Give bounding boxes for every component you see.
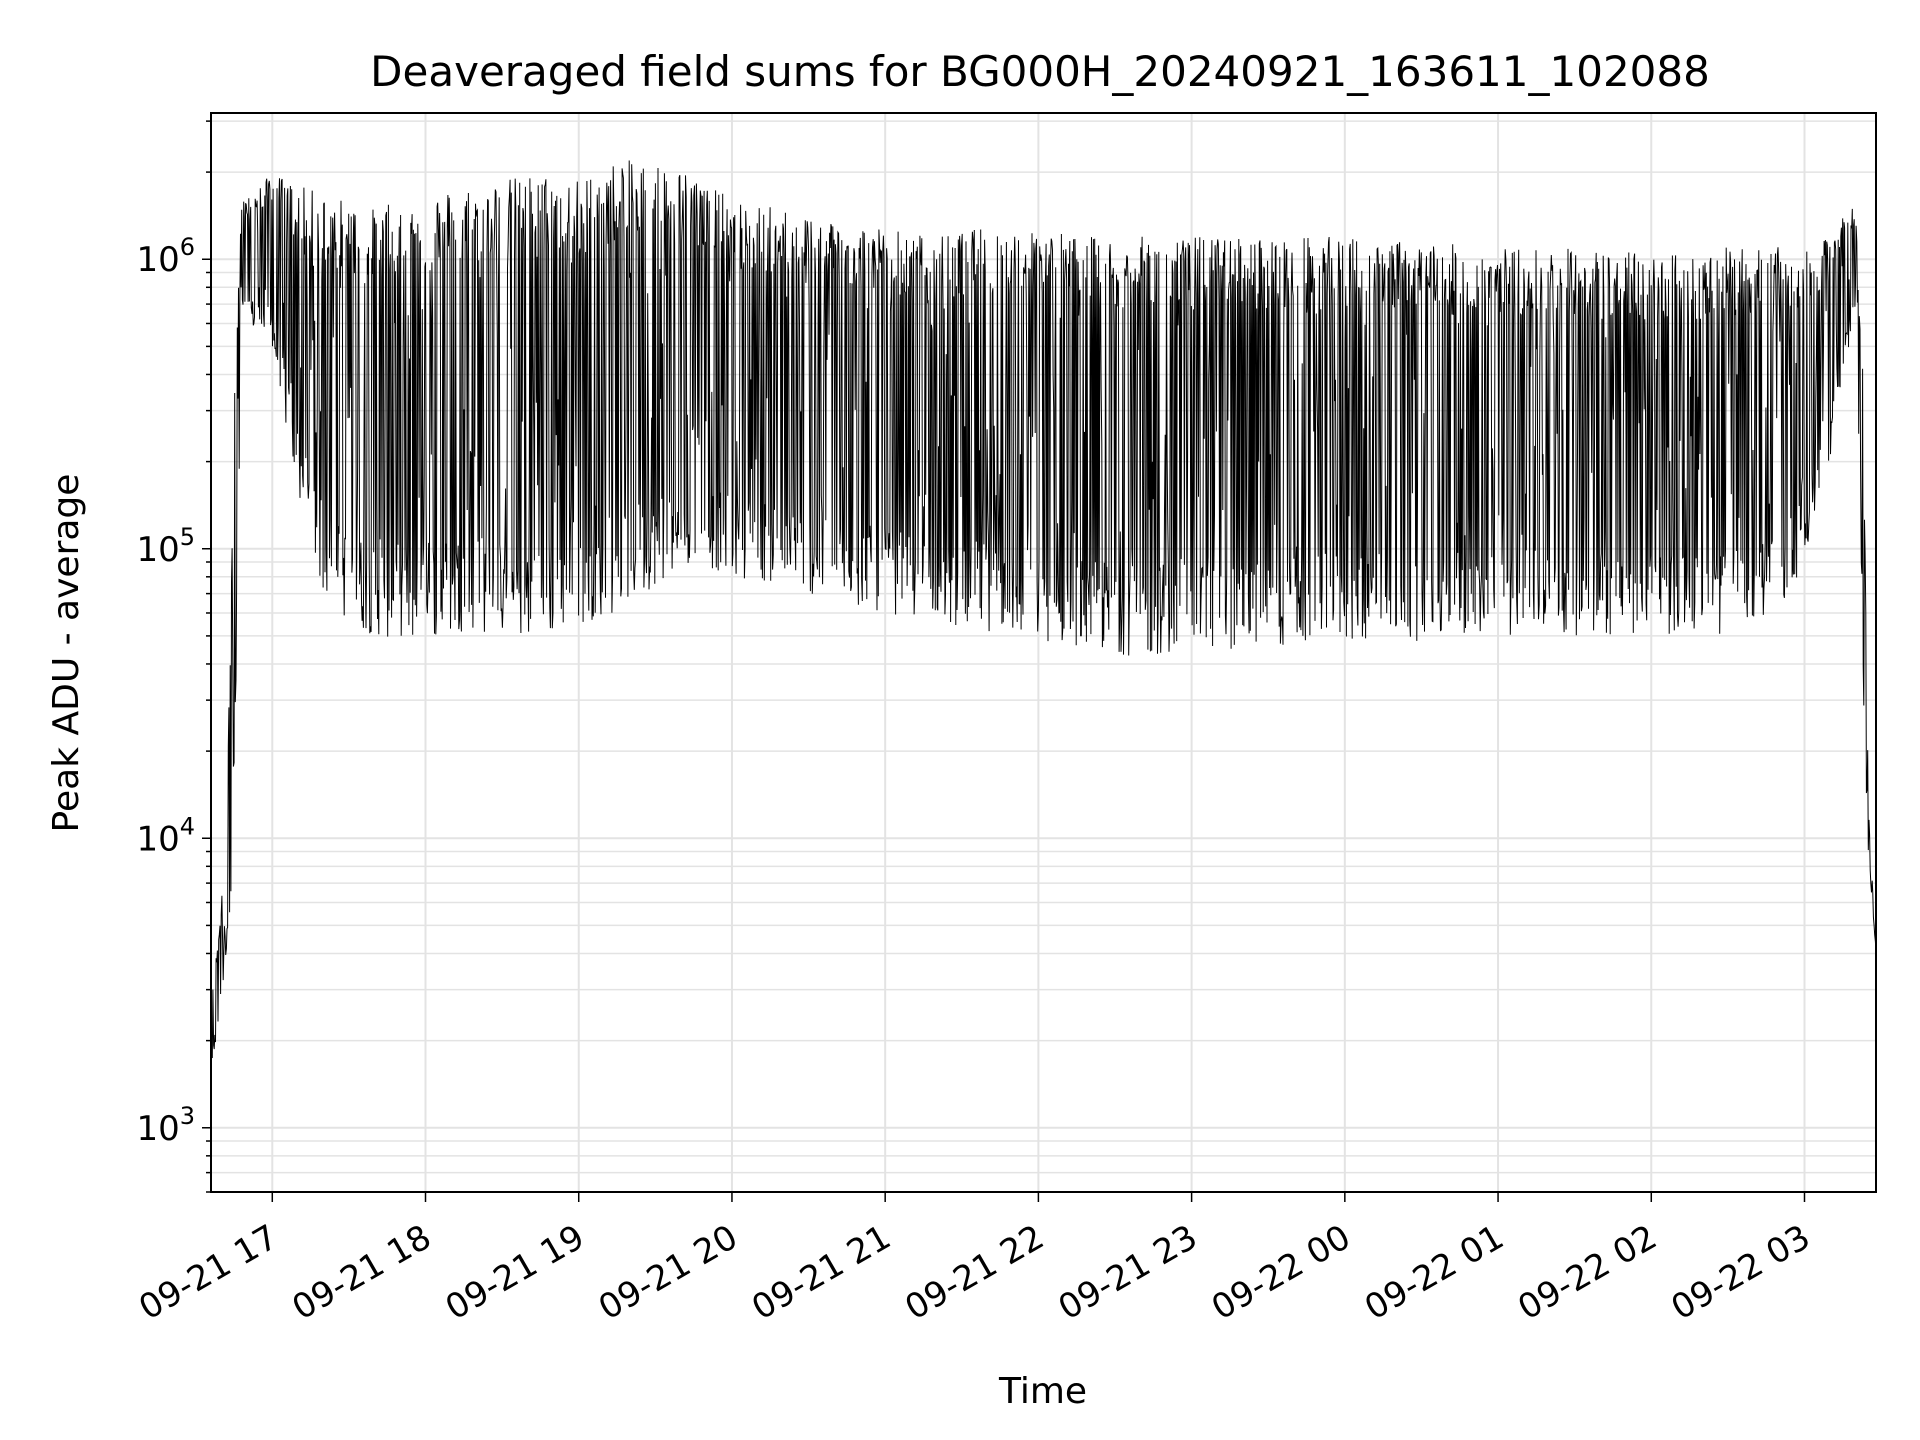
- x-tick-label: 09-21 17: [132, 1217, 284, 1328]
- grid-lines: [211, 113, 1876, 1193]
- x-axis-label: Time: [998, 1371, 1087, 1412]
- axes-frame: [210, 112, 1877, 1193]
- plot-area: [211, 160, 1876, 1073]
- x-tick-label: 09-21 21: [745, 1217, 897, 1328]
- x-tick-label: 09-22 02: [1511, 1217, 1663, 1328]
- y-tick-label: 106: [136, 233, 195, 280]
- x-axis-ticks: 09-21 17 09-21 18 09-21 19 09-21 20 09-21 21…: [132, 1192, 1817, 1328]
- y-axis-ticks: 103 104 105 106: [136, 120, 211, 1193]
- y-tick-label: 103: [136, 1102, 195, 1149]
- x-tick-label: 09-22 03: [1665, 1217, 1817, 1328]
- y-tick-label: 105: [136, 523, 195, 570]
- x-tick-label: 09-22 00: [1205, 1217, 1357, 1328]
- y-axis-label: Peak ADU - average: [46, 474, 87, 833]
- x-tick-label: 09-21 22: [898, 1217, 1050, 1328]
- x-tick-label: 09-22 01: [1358, 1217, 1510, 1328]
- x-tick-label: 09-21 19: [439, 1217, 591, 1328]
- y-tick-label: 104: [136, 812, 195, 859]
- chart-title: Deaveraged field sums for BG000H_2024092…: [370, 47, 1710, 96]
- series-line: [211, 160, 1876, 1073]
- x-tick-label: 09-21 23: [1052, 1217, 1204, 1328]
- x-tick-label: 09-21 20: [592, 1217, 744, 1328]
- x-tick-label: 09-21 18: [286, 1217, 438, 1328]
